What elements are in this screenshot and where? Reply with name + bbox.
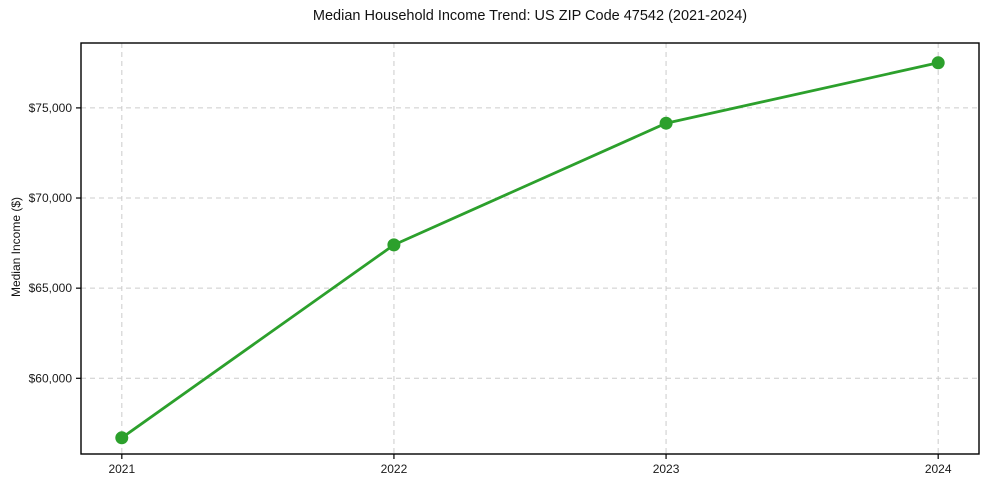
y-tick-label: $75,000 (29, 101, 73, 115)
x-tick-label: 2023 (653, 462, 680, 476)
data-point-marker (387, 238, 401, 252)
y-tick-label: $65,000 (29, 281, 73, 295)
data-point-marker (931, 56, 945, 70)
data-point-marker (659, 116, 673, 130)
income-trend-line (120, 61, 940, 440)
data-point-marker (115, 431, 129, 445)
x-tick-label: 2021 (108, 462, 135, 476)
x-tick-label: 2024 (925, 462, 952, 476)
x-tick-label: 2022 (381, 462, 408, 476)
chart-title: Median Household Income Trend: US ZIP Co… (312, 8, 748, 24)
plot-area-background (81, 43, 979, 454)
plot-border (80, 42, 980, 455)
y-tick-label: $60,000 (29, 371, 73, 385)
y-tick-label: $70,000 (29, 191, 73, 205)
